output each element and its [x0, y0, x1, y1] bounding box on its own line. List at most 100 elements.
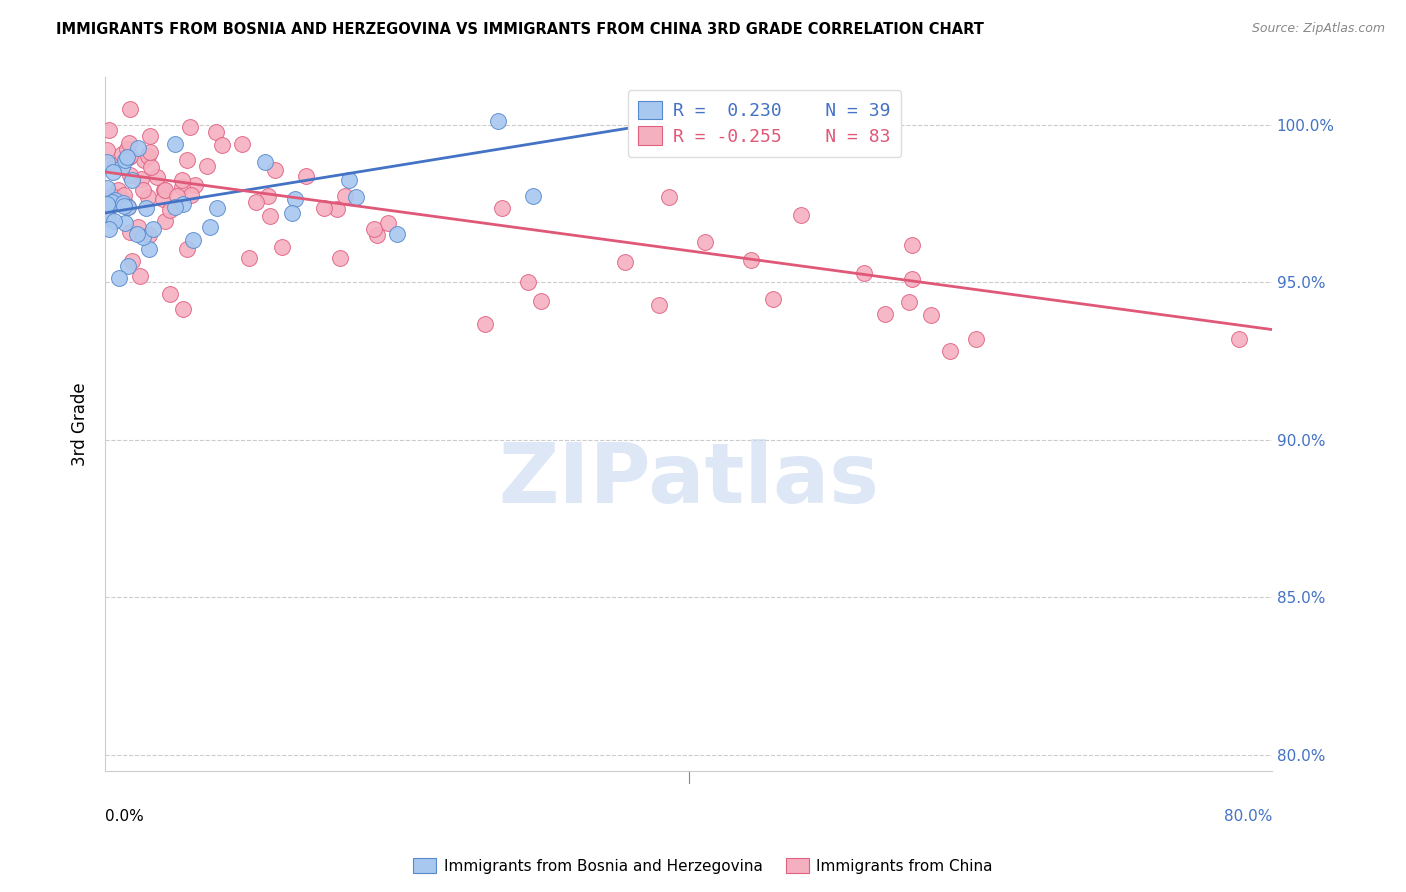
Point [254, 155, 277, 169]
Point [111, 147, 134, 161]
Point [96, 211, 118, 225]
Point [329, 252, 352, 266]
Point [853, 266, 876, 280]
Point [142, 222, 165, 236]
Point [115, 142, 138, 156]
Point [112, 199, 135, 213]
Point [107, 183, 129, 197]
Point [136, 189, 159, 203]
Point [486, 114, 509, 128]
Point [101, 195, 124, 210]
Point [491, 201, 513, 215]
Point [264, 162, 287, 177]
Point [522, 188, 544, 202]
Point [658, 190, 681, 204]
Point [117, 200, 139, 214]
Point [939, 343, 962, 358]
Point [205, 201, 228, 215]
Point [900, 238, 922, 252]
Point [231, 137, 253, 152]
Point [314, 202, 336, 216]
Point [180, 187, 202, 202]
Point [115, 150, 138, 164]
Point [337, 173, 360, 187]
Point [121, 254, 143, 268]
Point [118, 149, 141, 163]
Point [104, 193, 127, 207]
Point [271, 240, 294, 254]
Text: 80.0%: 80.0% [1223, 809, 1272, 824]
Point [96, 143, 118, 157]
Point [898, 295, 921, 310]
Point [165, 200, 187, 214]
Point [127, 141, 149, 155]
Point [790, 207, 813, 221]
Point [132, 183, 155, 197]
Text: ZIPatlas: ZIPatlas [498, 439, 879, 520]
Text: 0.0%: 0.0% [105, 809, 143, 824]
Point [172, 197, 194, 211]
Point [195, 159, 218, 173]
Point [333, 189, 356, 203]
Point [153, 213, 176, 227]
Point [146, 170, 169, 185]
Point [111, 160, 134, 174]
Point [152, 192, 174, 206]
Point [198, 219, 221, 234]
Point [295, 169, 318, 183]
Point [366, 228, 388, 243]
Point [204, 125, 226, 139]
Point [165, 136, 187, 151]
Point [141, 160, 163, 174]
Point [159, 203, 181, 218]
Point [152, 183, 174, 197]
Point [762, 292, 785, 306]
Point [257, 189, 280, 203]
Point [172, 302, 194, 317]
Point [128, 268, 150, 283]
Point [135, 201, 157, 215]
Point [131, 230, 153, 244]
Point [474, 317, 496, 331]
Point [114, 153, 136, 167]
Point [117, 200, 139, 214]
Point [96, 181, 118, 195]
Point [516, 275, 538, 289]
Point [281, 206, 304, 220]
Point [245, 195, 267, 210]
Point [211, 137, 233, 152]
Point [138, 243, 160, 257]
Point [901, 272, 924, 286]
Point [103, 213, 125, 227]
Point [740, 252, 762, 267]
Point [377, 216, 399, 230]
Point [166, 189, 188, 203]
Point [920, 308, 942, 322]
Point [96, 155, 118, 169]
Point [112, 188, 135, 202]
Point [965, 332, 987, 346]
Point [136, 149, 159, 163]
Point [363, 221, 385, 235]
Point [111, 195, 134, 210]
Point [238, 251, 260, 265]
Point [179, 120, 201, 134]
Point [118, 225, 141, 239]
Point [326, 202, 349, 216]
Point [120, 168, 142, 182]
Point [153, 183, 176, 197]
Y-axis label: 3rd Grade: 3rd Grade [72, 383, 89, 466]
Point [129, 171, 152, 186]
Point [127, 227, 149, 242]
Point [138, 128, 160, 143]
Point [108, 270, 131, 285]
Point [117, 259, 139, 273]
Point [873, 307, 896, 321]
Point [170, 179, 193, 194]
Legend: R =  0.230    N = 39, R = -0.255    N = 83: R = 0.230 N = 39, R = -0.255 N = 83 [627, 90, 901, 157]
Point [101, 189, 124, 203]
Point [127, 219, 149, 234]
Point [530, 294, 553, 309]
Point [184, 178, 207, 193]
Point [121, 173, 143, 187]
